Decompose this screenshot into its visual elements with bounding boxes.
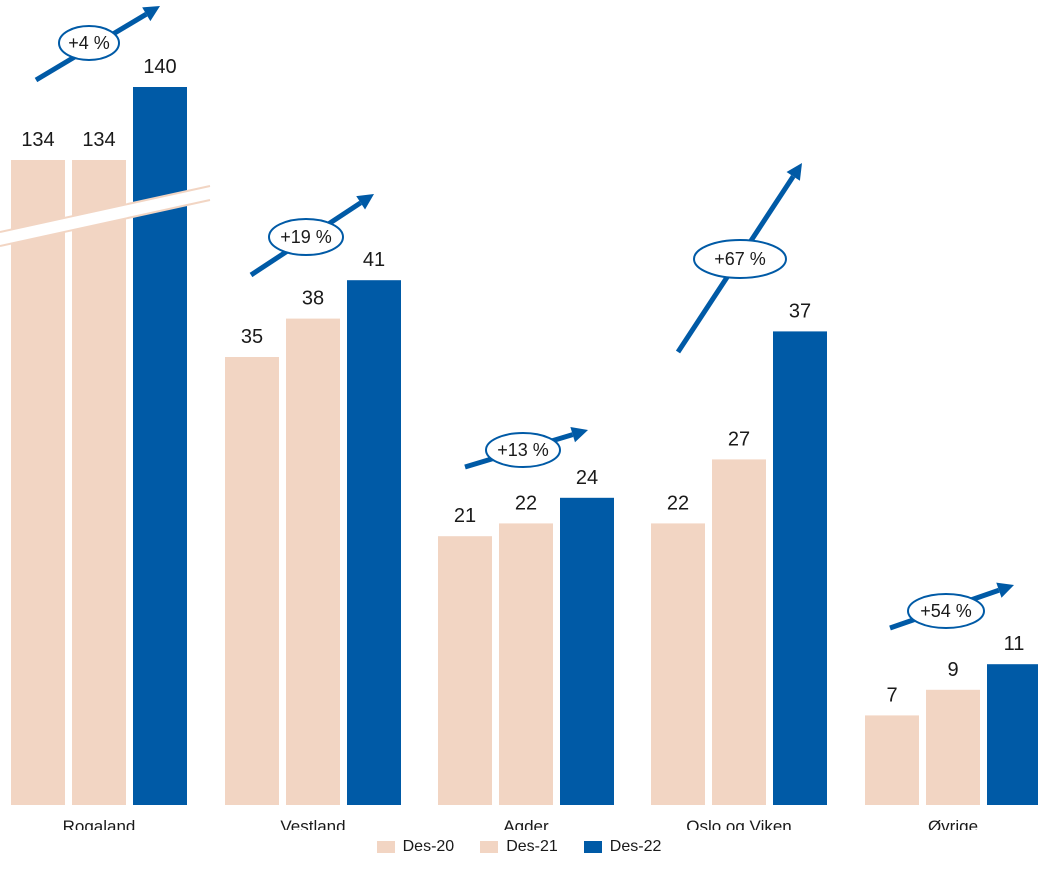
bar <box>651 523 705 805</box>
legend-item-des-22: Des-22 <box>583 838 662 856</box>
legend-item-des-21: Des-21 <box>480 838 558 856</box>
bar <box>286 318 340 805</box>
axis-break-layer <box>0 185 211 247</box>
value-label: 35 <box>241 326 263 348</box>
growth-percent-label: +4 % <box>68 33 110 53</box>
bar <box>712 459 766 805</box>
growth-arrow-head <box>996 582 1014 598</box>
value-label: 22 <box>515 492 537 514</box>
category-label: Oslo og Viken <box>686 817 792 830</box>
growth-arrow-head <box>786 163 802 181</box>
value-label: 9 <box>947 659 958 681</box>
bar <box>560 497 614 805</box>
growth-badge <box>907 593 985 629</box>
legend-label: Des-20 <box>402 838 455 855</box>
legend-swatch <box>583 841 602 853</box>
value-label: 27 <box>728 428 750 450</box>
bar-chart: 134 134 140 35 38 41 21 22 24 22 27 37 7 9 11 +4 % +19 … <box>0 6 1038 830</box>
growth-percent-label: +19 % <box>280 227 332 247</box>
value-label: 7 <box>886 684 897 706</box>
value-label: 41 <box>363 249 385 271</box>
growth-badge <box>58 25 120 61</box>
bar <box>11 160 65 805</box>
legend-swatch <box>376 841 395 853</box>
value-label: 21 <box>454 505 476 527</box>
bar <box>773 331 827 805</box>
bar <box>347 280 401 805</box>
category-labels-layer: Rogaland Vestland Agder Oslo og Viken Øvrige <box>63 817 978 830</box>
legend-label: Des-22 <box>609 838 662 855</box>
growth-badge <box>268 218 344 256</box>
category-label: Agder <box>503 817 549 830</box>
bar <box>926 689 980 805</box>
category-label: Vestland <box>280 817 345 830</box>
value-labels-layer: 134 134 140 35 38 41 21 22 24 22 27 37 7 9 11 <box>21 56 1024 706</box>
value-label: 24 <box>576 467 598 489</box>
bar <box>499 523 553 805</box>
growth-arrows-layer: +4 % +19 % +13 % +67 % +54 % <box>34 6 1014 631</box>
bar <box>72 160 126 805</box>
bar <box>865 715 919 805</box>
bar <box>225 357 279 805</box>
legend-item-des-20: Des-20 <box>376 838 455 856</box>
legend-label: Des-21 <box>506 838 558 855</box>
value-label: 37 <box>789 300 811 322</box>
category-label: Rogaland <box>63 817 136 830</box>
value-label: 11 <box>1004 633 1025 655</box>
growth-badge <box>485 432 561 468</box>
legend: Des-20 Des-21 Des-22 <box>0 838 1038 856</box>
value-label: 134 <box>82 129 115 151</box>
growth-percent-label: +67 % <box>714 249 766 269</box>
growth-percent-label: +13 % <box>497 440 549 460</box>
growth-arrow-head <box>356 194 374 210</box>
value-label: 134 <box>21 129 54 151</box>
bar <box>987 664 1038 805</box>
bar <box>438 536 492 805</box>
axis-break-edge <box>0 199 211 247</box>
legend-swatch <box>480 841 499 853</box>
value-label: 22 <box>667 492 689 514</box>
axis-break-edge <box>0 185 211 233</box>
category-label: Øvrige <box>928 817 978 830</box>
value-label: 38 <box>302 288 324 310</box>
value-label: 140 <box>143 56 176 78</box>
bars-layer <box>11 87 1038 805</box>
growth-badge <box>693 239 787 279</box>
growth-arrow-head <box>142 6 160 22</box>
growth-percent-label: +54 % <box>920 601 972 621</box>
axis-break-band <box>0 186 210 246</box>
growth-arrow-head <box>570 426 588 443</box>
